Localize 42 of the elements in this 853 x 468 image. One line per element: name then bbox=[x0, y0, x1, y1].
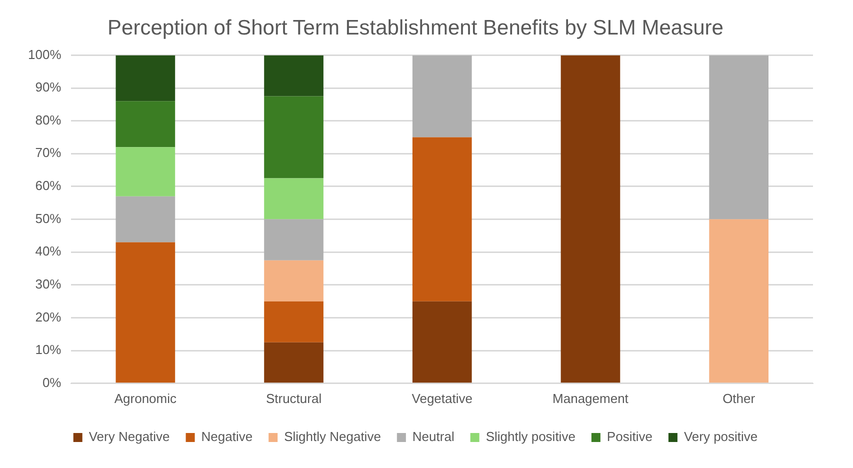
bar bbox=[116, 55, 176, 102]
bar bbox=[264, 342, 324, 383]
bar bbox=[264, 260, 324, 302]
legend-label: Neutral bbox=[412, 429, 454, 444]
legend-label: Very Negative bbox=[88, 429, 170, 444]
bar bbox=[709, 219, 768, 383]
y-tick-label: 20% bbox=[35, 309, 62, 324]
bar bbox=[560, 55, 620, 383]
bar bbox=[116, 242, 176, 383]
x-tick-label: Management bbox=[552, 390, 629, 406]
bar bbox=[709, 55, 768, 220]
y-tick-label: 90% bbox=[35, 80, 62, 95]
legend-label: Positive bbox=[606, 429, 652, 444]
x-tick-label: Other bbox=[722, 390, 756, 406]
y-tick-label: 30% bbox=[35, 276, 62, 292]
bar bbox=[412, 301, 472, 383]
legend-label: Slightly positive bbox=[486, 429, 576, 444]
bar bbox=[116, 196, 176, 242]
y-tick-label: 60% bbox=[35, 178, 62, 194]
bar bbox=[116, 147, 176, 196]
bar bbox=[264, 178, 324, 220]
y-tick-label: 0% bbox=[42, 374, 62, 390]
bar bbox=[264, 55, 324, 96]
y-tick-label: 40% bbox=[35, 244, 62, 259]
bar bbox=[264, 301, 324, 342]
bar bbox=[264, 219, 324, 260]
x-tick-label: Agronomic bbox=[114, 390, 177, 406]
x-tick-label: Vegetative bbox=[412, 390, 472, 406]
y-tick-label: 80% bbox=[35, 112, 62, 128]
bar bbox=[116, 101, 176, 148]
x-tick-label: Structural bbox=[266, 390, 322, 406]
y-tick-label: 10% bbox=[35, 342, 62, 358]
bar bbox=[412, 137, 472, 302]
bar bbox=[412, 55, 472, 138]
legend-label: Very positive bbox=[684, 429, 758, 444]
chart-title: Perception of Short Term Establishment Benefits by SLM Measure bbox=[108, 16, 724, 40]
y-tick-label: 50% bbox=[35, 210, 62, 226]
legend-label: Negative bbox=[201, 429, 253, 444]
legend-label: Slightly Negative bbox=[284, 429, 381, 444]
y-tick-label: 100% bbox=[28, 46, 62, 62]
bar bbox=[264, 96, 324, 178]
y-tick-label: 70% bbox=[35, 145, 62, 160]
